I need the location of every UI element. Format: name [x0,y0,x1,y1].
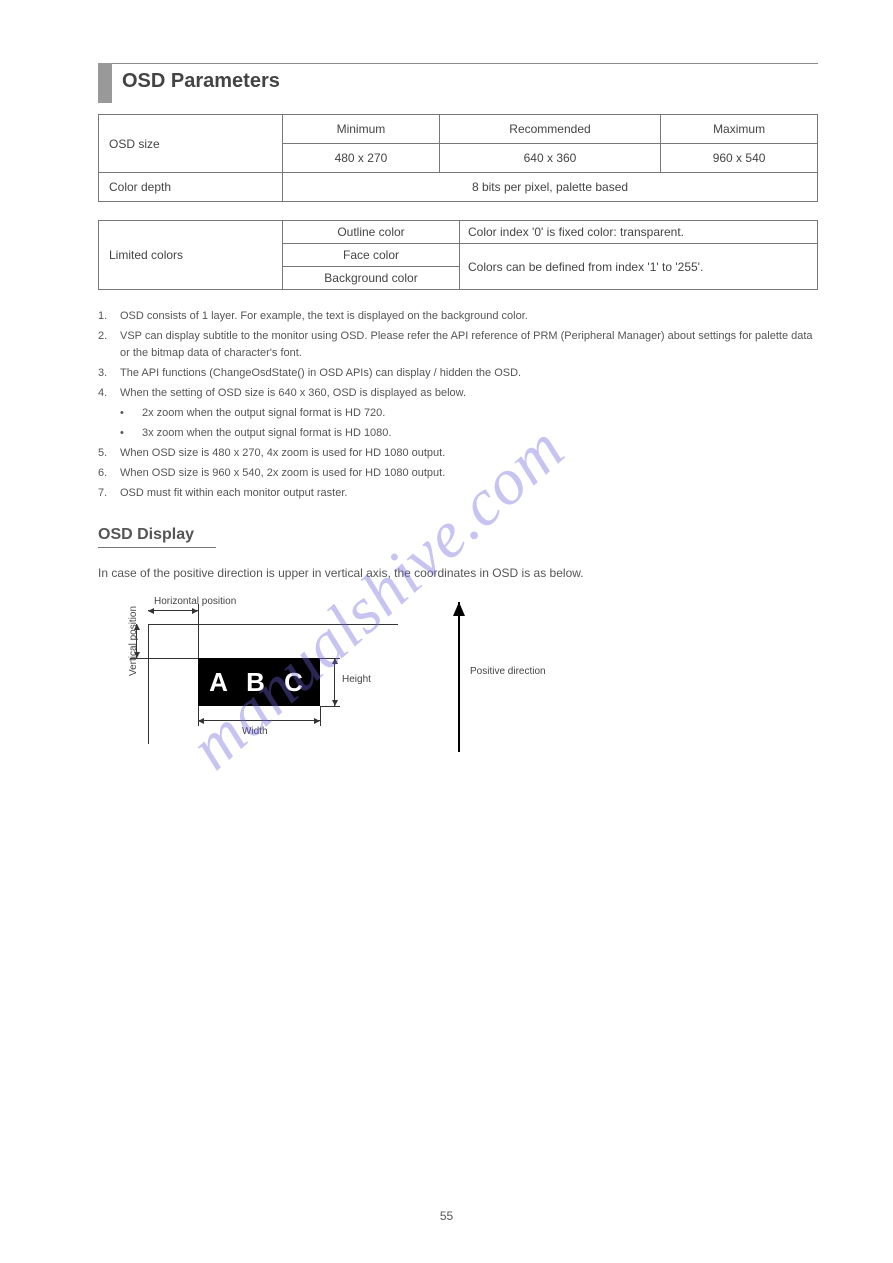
notes-list: 1.OSD consists of 1 layer. For example, … [98,308,818,502]
diagram-hpos-tick [198,604,199,664]
section-heading: OSD Parameters [122,70,280,93]
diagram-width-tick-r [320,706,321,726]
diagram-label-hpos: Horizontal position [154,596,236,607]
note-num: 3. [98,365,120,382]
note-num: 5. [98,445,120,462]
note-text: When OSD size is 960 x 540, 2x zoom is u… [120,465,818,482]
note-text: 3x zoom when the output signal format is… [142,425,818,442]
limited-colors-table: Limited colors Outline color Color index… [98,220,818,290]
section-heading-block: OSD Parameters [98,60,818,114]
diagram-text-box: A B C [198,658,320,706]
note-text: OSD consists of 1 layer. For example, th… [120,308,818,325]
diagram-label-width: Width [242,726,268,737]
osd-size-table: OSD size Minimum Recommended Maximum 480… [98,114,818,202]
page-content: OSD Parameters OSD size Minimum Recommen… [98,60,818,771]
diagram-width-dim [198,720,320,721]
osd-size-label: OSD size [99,115,283,173]
face-color-desc: Colors can be defined from index '1' to … [460,244,818,290]
page-number: 55 [440,1209,453,1223]
osd-coordinate-diagram: Horizontal position Vertical position A … [128,596,548,771]
note-text: When OSD size is 480 x 270, 4x zoom is u… [120,445,818,462]
color-depth-value: 8 bits per pixel, palette based [283,173,818,202]
note-num: • [120,425,142,442]
heading-accent-bar [98,63,112,103]
outline-color-desc: Color index '0' is fixed color: transpar… [460,221,818,244]
osd-size-col-max: Maximum [661,115,818,144]
osd-size-col-min: Minimum [283,115,440,144]
arrow-shaft [458,602,460,752]
note-num: 4. [98,385,120,402]
arrow-head-icon [453,602,465,616]
subsection-heading: OSD Display [98,526,818,544]
note-num: • [120,405,142,422]
diagram-hpos-dim [148,610,198,611]
note-num: 2. [98,328,120,362]
note-num: 7. [98,485,120,502]
note-num: 1. [98,308,120,325]
diagram-left-line [148,624,149,744]
osd-size-min: 480 x 270 [283,144,440,173]
diagram-height-dim [334,658,335,706]
osd-size-col-rec: Recommended [439,115,660,144]
note-text: OSD must fit within each monitor output … [120,485,818,502]
osd-size-rec: 640 x 360 [439,144,660,173]
subsection-rule [98,547,216,548]
background-color-label: Background color [283,267,460,290]
diagram-label-direction: Positive direction [470,666,546,677]
diagram-label-height: Height [342,674,371,685]
diagram-vpos-tick [130,658,200,659]
diagram-up-arrow [458,602,460,752]
heading-rule [98,63,818,64]
note-text: The API functions (ChangeOsdState() in O… [120,365,818,382]
outline-color-label: Outline color [283,221,460,244]
note-text: When the setting of OSD size is 640 x 36… [120,385,818,402]
face-color-label: Face color [283,244,460,267]
note-num: 6. [98,465,120,482]
subsection-intro: In case of the positive direction is upp… [98,566,818,580]
limited-colors-label: Limited colors [99,221,283,290]
diagram-top-line [148,624,398,625]
diagram-label-vpos: Vertical position [128,606,139,676]
note-text: 2x zoom when the output signal format is… [142,405,818,422]
color-depth-label: Color depth [99,173,283,202]
note-text: VSP can display subtitle to the monitor … [120,328,818,362]
diagram-height-tick-b [320,706,340,707]
osd-size-max: 960 x 540 [661,144,818,173]
